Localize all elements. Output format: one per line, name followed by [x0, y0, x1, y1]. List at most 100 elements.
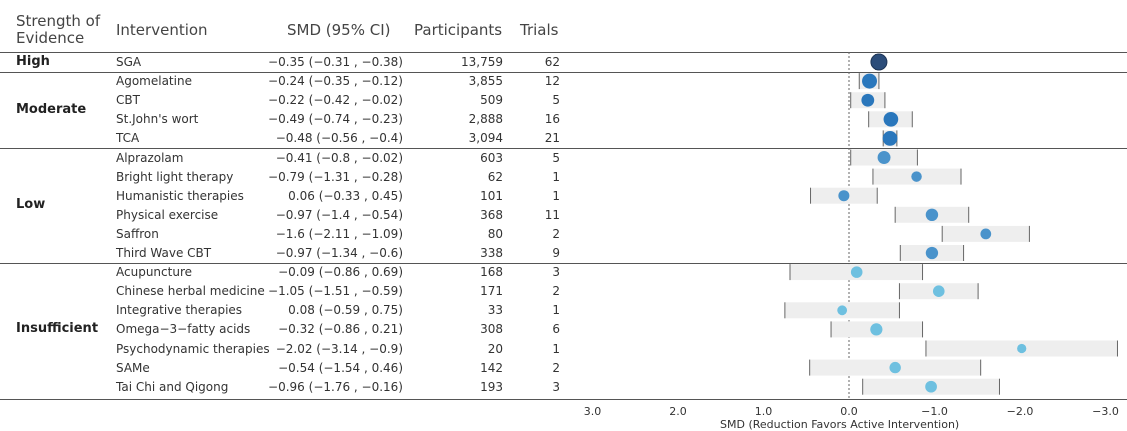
smd-ci-value: −0.32 (−0.86 , 0.21) — [278, 322, 403, 337]
effect-point — [877, 151, 891, 164]
trials-value: 21 — [544, 131, 560, 146]
intervention-name: Acupuncture — [116, 265, 192, 280]
effect-point — [932, 285, 945, 297]
intervention-name: Saffron — [116, 226, 159, 241]
x-tick-label: −3.0 — [1092, 405, 1119, 418]
intervention-name: Physical exercise — [116, 207, 219, 222]
participants-value: 3,855 — [468, 74, 503, 89]
trials-value: 16 — [544, 112, 560, 127]
group-separator — [0, 263, 1127, 264]
participants-value: 171 — [480, 284, 503, 299]
x-tick-label: 3.0 — [583, 405, 602, 418]
intervention-name: Agomelatine — [116, 74, 192, 89]
smd-ci-value: −0.09 (−0.86 , 0.69) — [278, 265, 403, 280]
header-rule — [0, 52, 1127, 53]
x-tick-label: −2.0 — [1006, 405, 1034, 418]
effect-point — [980, 228, 992, 240]
smd-ci-value: −0.97 (−1.4 , −0.54) — [275, 207, 403, 222]
strength-group-label: Moderate — [16, 101, 87, 117]
intervention-name: Humanistic therapies — [116, 188, 244, 203]
smd-ci-value: −2.02 (−3.14 , −0.9) — [275, 341, 403, 356]
effect-point — [883, 111, 899, 127]
trials-value: 3 — [552, 379, 560, 394]
effect-point — [838, 190, 850, 202]
effect-point — [861, 93, 875, 107]
smd-ci-value: −0.22 (−0.42 , −0.02) — [268, 93, 403, 108]
trials-value: 3 — [552, 265, 560, 280]
smd-ci-value: −0.96 (−1.76 , −0.16) — [268, 379, 403, 394]
header-intervention: Intervention — [116, 21, 208, 39]
group-separator — [0, 148, 1127, 149]
strength-group-label: Insufficient — [16, 321, 99, 337]
x-tick-label: 2.0 — [669, 405, 687, 418]
intervention-name: Third Wave CBT — [116, 246, 212, 260]
intervention-name: Omega−3−fatty acids — [116, 322, 251, 337]
trials-value: 2 — [552, 226, 560, 241]
intervention-name: TCA — [116, 131, 140, 146]
smd-ci-value: −0.41 (−0.8 , −0.02) — [275, 150, 403, 165]
smd-ci-value: −0.79 (−1.31 , −0.28) — [268, 169, 403, 184]
participants-value: 62 — [487, 169, 503, 184]
participants-value: 20 — [487, 341, 503, 356]
effect-point — [870, 53, 888, 71]
participants-value: 338 — [480, 246, 503, 260]
strength-group-label: Low — [16, 197, 46, 213]
participants-value: 33 — [487, 303, 503, 318]
trials-value: 9 — [552, 246, 560, 260]
participants-value: 80 — [487, 226, 503, 241]
trials-value: 5 — [552, 93, 560, 108]
trials-value: 11 — [544, 207, 560, 222]
intervention-name: Tai Chi and Qigong — [116, 379, 229, 394]
smd-ci-value: −0.54 (−1.54 , 0.46) — [278, 360, 403, 375]
participants-value: 308 — [480, 322, 503, 337]
effect-point — [862, 73, 878, 89]
smd-ci-value: −0.49 (−0.74 , −0.23) — [268, 112, 403, 127]
intervention-name: St.John's wort — [116, 112, 199, 127]
header-trials: Trials — [520, 21, 559, 39]
smd-ci-value: −1.6 (−2.11 , −1.09) — [275, 226, 403, 241]
x-tick-label: −1.0 — [921, 405, 948, 418]
effect-point — [925, 246, 939, 260]
effect-point — [850, 266, 863, 278]
effect-point — [870, 323, 883, 336]
participants-value: 603 — [480, 150, 503, 165]
intervention-name: Alprazolam — [116, 150, 184, 165]
smd-ci-value: −0.97 (−1.34 , −0.6) — [275, 246, 403, 260]
participants-value: 3,094 — [468, 131, 503, 146]
smd-ci-value: −0.24 (−0.35 , −0.12) — [268, 74, 403, 89]
trials-value: 1 — [552, 303, 560, 318]
header-strength-of-evidence: Strength of Evidence — [16, 12, 101, 47]
intervention-name: Bright light therapy — [116, 169, 234, 184]
group-separator — [0, 72, 1127, 73]
intervention-name: Integrative therapies — [116, 303, 243, 318]
table-bottom-rule — [0, 399, 1127, 400]
smd-ci-value: 0.08 (−0.59 , 0.75) — [288, 303, 403, 318]
trials-value: 2 — [552, 284, 560, 299]
effect-point — [911, 171, 922, 182]
smd-ci-value: −0.48 (−0.56 , −0.4) — [275, 131, 403, 146]
participants-value: 368 — [480, 207, 503, 222]
strength-group-label: High — [16, 54, 50, 69]
x-tick-label: 0.0 — [840, 405, 858, 418]
trials-value: 2 — [552, 360, 560, 375]
trials-value: 1 — [552, 188, 560, 203]
participants-value: 2,888 — [468, 112, 503, 127]
intervention-name: SAMe — [116, 360, 150, 375]
smd-ci-value: 0.06 (−0.33 , 0.45) — [288, 188, 403, 203]
trials-value: 1 — [552, 341, 560, 356]
trials-value: 6 — [552, 322, 560, 337]
participants-value: 142 — [480, 360, 503, 375]
intervention-name: SGA — [116, 55, 142, 69]
header-smd: SMD (95% CI) — [287, 21, 391, 39]
smd-ci-value: −1.05 (−1.51 , −0.59) — [268, 284, 403, 299]
participants-value: 168 — [480, 265, 503, 280]
x-axis-title: SMD (Reduction Favors Active Interventio… — [720, 418, 960, 431]
smd-ci-value: −0.35 (−0.31 , −0.38) — [268, 55, 403, 69]
trials-value: 5 — [552, 150, 560, 165]
effect-point — [837, 305, 848, 316]
participants-value: 193 — [480, 379, 503, 394]
effect-point — [1017, 343, 1027, 354]
intervention-name: CBT — [116, 93, 140, 108]
effect-point — [925, 380, 937, 393]
trials-value: 1 — [552, 169, 560, 184]
